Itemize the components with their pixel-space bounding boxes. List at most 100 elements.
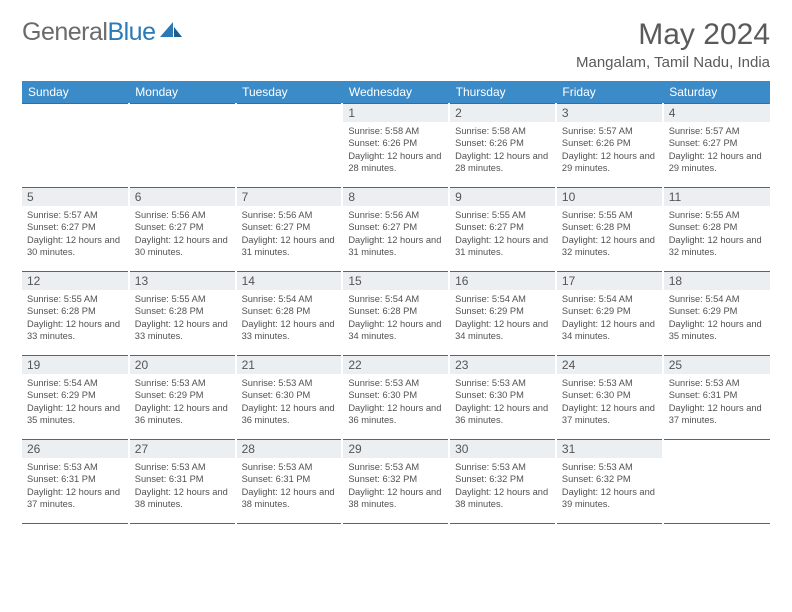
dow-thursday: Thursday (449, 81, 556, 104)
day-details: Sunrise: 5:53 AMSunset: 6:30 PMDaylight:… (557, 374, 662, 430)
daylight-line: Daylight: 12 hours and 34 minutes. (562, 318, 657, 343)
daylight-line: Daylight: 12 hours and 37 minutes. (562, 402, 657, 427)
month-title: May 2024 (576, 18, 770, 52)
daylight-line: Daylight: 12 hours and 33 minutes. (135, 318, 230, 343)
sunset-line: Sunset: 6:28 PM (135, 305, 230, 317)
sunset-line: Sunset: 6:28 PM (242, 305, 337, 317)
sunrise-line: Sunrise: 5:53 AM (669, 377, 765, 389)
sunset-line: Sunset: 6:32 PM (562, 473, 657, 485)
daylight-line: Daylight: 12 hours and 36 minutes. (455, 402, 550, 427)
day-cell: 24Sunrise: 5:53 AMSunset: 6:30 PMDayligh… (556, 356, 663, 440)
day-cell: 12Sunrise: 5:55 AMSunset: 6:28 PMDayligh… (22, 272, 129, 356)
day-details: Sunrise: 5:58 AMSunset: 6:26 PMDaylight:… (450, 122, 555, 178)
day-cell: 30Sunrise: 5:53 AMSunset: 6:32 PMDayligh… (449, 440, 556, 524)
daylight-line: Daylight: 12 hours and 38 minutes. (348, 486, 443, 511)
sunrise-line: Sunrise: 5:53 AM (562, 461, 657, 473)
daylight-line: Daylight: 12 hours and 34 minutes. (348, 318, 443, 343)
day-details: Sunrise: 5:53 AMSunset: 6:30 PMDaylight:… (343, 374, 448, 430)
sunset-line: Sunset: 6:29 PM (669, 305, 765, 317)
daylight-line: Daylight: 12 hours and 36 minutes. (242, 402, 337, 427)
day-number: 17 (557, 272, 662, 290)
sunrise-line: Sunrise: 5:55 AM (455, 209, 550, 221)
day-cell: 3Sunrise: 5:57 AMSunset: 6:26 PMDaylight… (556, 104, 663, 188)
day-cell: 29Sunrise: 5:53 AMSunset: 6:32 PMDayligh… (342, 440, 449, 524)
day-cell: 21Sunrise: 5:53 AMSunset: 6:30 PMDayligh… (236, 356, 343, 440)
dow-monday: Monday (129, 81, 236, 104)
daylight-line: Daylight: 12 hours and 39 minutes. (562, 486, 657, 511)
sunset-line: Sunset: 6:26 PM (562, 137, 657, 149)
sunset-line: Sunset: 6:27 PM (135, 221, 230, 233)
day-cell: 11Sunrise: 5:55 AMSunset: 6:28 PMDayligh… (663, 188, 770, 272)
day-cell: 20Sunrise: 5:53 AMSunset: 6:29 PMDayligh… (129, 356, 236, 440)
day-cell: 28Sunrise: 5:53 AMSunset: 6:31 PMDayligh… (236, 440, 343, 524)
sunrise-line: Sunrise: 5:53 AM (348, 461, 443, 473)
daylight-line: Daylight: 12 hours and 38 minutes. (135, 486, 230, 511)
day-details: Sunrise: 5:54 AMSunset: 6:29 PMDaylight:… (450, 290, 555, 346)
day-of-week-row: Sunday Monday Tuesday Wednesday Thursday… (22, 81, 770, 104)
day-details: Sunrise: 5:53 AMSunset: 6:31 PMDaylight:… (664, 374, 770, 430)
day-details: Sunrise: 5:55 AMSunset: 6:28 PMDaylight:… (22, 290, 128, 346)
day-details: Sunrise: 5:53 AMSunset: 6:31 PMDaylight:… (22, 458, 128, 514)
day-number: 8 (343, 188, 448, 206)
sunset-line: Sunset: 6:30 PM (455, 389, 550, 401)
day-cell: 6Sunrise: 5:56 AMSunset: 6:27 PMDaylight… (129, 188, 236, 272)
day-cell: 25Sunrise: 5:53 AMSunset: 6:31 PMDayligh… (663, 356, 770, 440)
day-cell: 23Sunrise: 5:53 AMSunset: 6:30 PMDayligh… (449, 356, 556, 440)
dow-friday: Friday (556, 81, 663, 104)
sunset-line: Sunset: 6:30 PM (348, 389, 443, 401)
sunset-line: Sunset: 6:27 PM (348, 221, 443, 233)
day-details: Sunrise: 5:53 AMSunset: 6:29 PMDaylight:… (130, 374, 235, 430)
daylight-line: Daylight: 12 hours and 37 minutes. (27, 486, 123, 511)
sunrise-line: Sunrise: 5:53 AM (27, 461, 123, 473)
sunset-line: Sunset: 6:27 PM (669, 137, 765, 149)
day-number: 10 (557, 188, 662, 206)
sunset-line: Sunset: 6:30 PM (562, 389, 657, 401)
page-header: GeneralBlue May 2024 Mangalam, Tamil Nad… (22, 18, 770, 71)
day-cell: 4Sunrise: 5:57 AMSunset: 6:27 PMDaylight… (663, 104, 770, 188)
sunset-line: Sunset: 6:31 PM (135, 473, 230, 485)
sunrise-line: Sunrise: 5:56 AM (348, 209, 443, 221)
day-number: 5 (22, 188, 128, 206)
day-details: Sunrise: 5:57 AMSunset: 6:26 PMDaylight:… (557, 122, 662, 178)
day-details: Sunrise: 5:57 AMSunset: 6:27 PMDaylight:… (664, 122, 770, 178)
sunset-line: Sunset: 6:29 PM (27, 389, 123, 401)
sunrise-line: Sunrise: 5:55 AM (135, 293, 230, 305)
day-cell: 27Sunrise: 5:53 AMSunset: 6:31 PMDayligh… (129, 440, 236, 524)
sunset-line: Sunset: 6:32 PM (455, 473, 550, 485)
day-cell: 8Sunrise: 5:56 AMSunset: 6:27 PMDaylight… (342, 188, 449, 272)
day-number: 16 (450, 272, 555, 290)
day-details: Sunrise: 5:55 AMSunset: 6:28 PMDaylight:… (557, 206, 662, 262)
sunrise-line: Sunrise: 5:57 AM (669, 125, 765, 137)
calendar-page: GeneralBlue May 2024 Mangalam, Tamil Nad… (0, 0, 792, 542)
day-number: 15 (343, 272, 448, 290)
sunset-line: Sunset: 6:26 PM (455, 137, 550, 149)
day-details: Sunrise: 5:53 AMSunset: 6:32 PMDaylight:… (343, 458, 448, 514)
day-cell: 14Sunrise: 5:54 AMSunset: 6:28 PMDayligh… (236, 272, 343, 356)
day-number: 27 (130, 440, 235, 458)
daylight-line: Daylight: 12 hours and 36 minutes. (135, 402, 230, 427)
sunset-line: Sunset: 6:26 PM (348, 137, 443, 149)
sunset-line: Sunset: 6:29 PM (562, 305, 657, 317)
daylight-line: Daylight: 12 hours and 29 minutes. (562, 150, 657, 175)
day-cell: . (22, 104, 129, 188)
sunset-line: Sunset: 6:31 PM (669, 389, 765, 401)
day-details: Sunrise: 5:55 AMSunset: 6:28 PMDaylight:… (130, 290, 235, 346)
sunrise-line: Sunrise: 5:55 AM (669, 209, 765, 221)
sunrise-line: Sunrise: 5:57 AM (562, 125, 657, 137)
daylight-line: Daylight: 12 hours and 30 minutes. (135, 234, 230, 259)
week-row: 26Sunrise: 5:53 AMSunset: 6:31 PMDayligh… (22, 440, 770, 524)
sunset-line: Sunset: 6:29 PM (135, 389, 230, 401)
day-details: Sunrise: 5:53 AMSunset: 6:32 PMDaylight:… (557, 458, 662, 514)
day-cell: 15Sunrise: 5:54 AMSunset: 6:28 PMDayligh… (342, 272, 449, 356)
day-number: 7 (237, 188, 342, 206)
day-details: Sunrise: 5:56 AMSunset: 6:27 PMDaylight:… (343, 206, 448, 262)
day-number: 31 (557, 440, 662, 458)
day-details: Sunrise: 5:55 AMSunset: 6:28 PMDaylight:… (664, 206, 770, 262)
daylight-line: Daylight: 12 hours and 29 minutes. (669, 150, 765, 175)
day-details: Sunrise: 5:53 AMSunset: 6:30 PMDaylight:… (450, 374, 555, 430)
day-cell: 13Sunrise: 5:55 AMSunset: 6:28 PMDayligh… (129, 272, 236, 356)
sunrise-line: Sunrise: 5:53 AM (455, 377, 550, 389)
day-number: 19 (22, 356, 128, 374)
daylight-line: Daylight: 12 hours and 32 minutes. (669, 234, 765, 259)
week-row: 5Sunrise: 5:57 AMSunset: 6:27 PMDaylight… (22, 188, 770, 272)
